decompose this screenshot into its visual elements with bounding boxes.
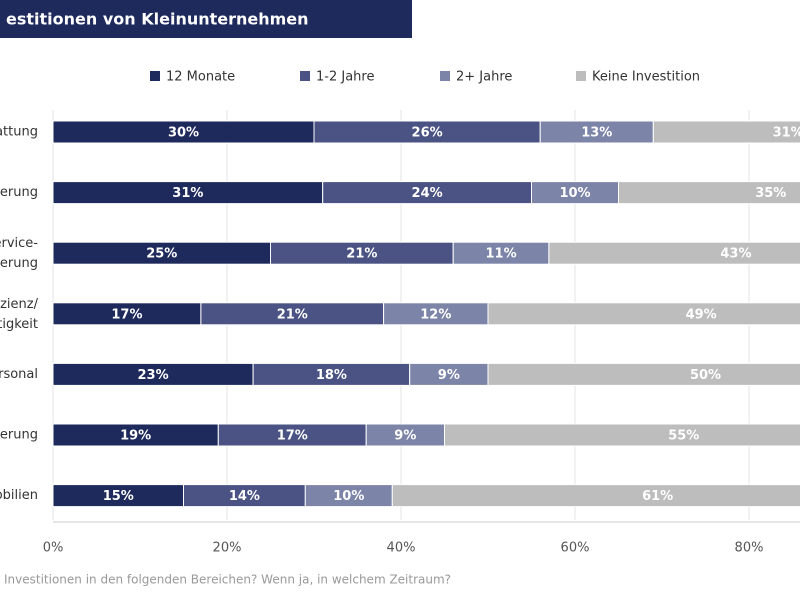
value-label: 55% [668, 429, 699, 444]
category-label: rsonal [0, 367, 38, 382]
value-label: 12% [420, 307, 451, 322]
legend-swatch [300, 71, 310, 81]
legend-label: 12 Monate [166, 70, 235, 85]
bar-segment [391, 484, 800, 508]
category-label: zienz/tigkeit [0, 296, 39, 331]
value-label: 25% [146, 247, 177, 262]
value-label: 26% [412, 126, 443, 141]
value-label: 10% [333, 489, 364, 504]
legend-swatch [440, 71, 450, 81]
legend-label: 1-2 Jahre [316, 70, 374, 85]
value-label: 31% [773, 126, 800, 141]
x-tick-label: 40% [387, 541, 416, 556]
value-label: 11% [485, 247, 516, 262]
value-label: 21% [277, 307, 308, 322]
value-label: 49% [686, 307, 717, 322]
bar-segment [618, 181, 800, 205]
category-label: erung [0, 428, 38, 443]
value-label: 61% [642, 489, 673, 504]
bar-segment [652, 120, 800, 144]
x-tick-label: 20% [213, 541, 242, 556]
bar-segment [487, 302, 800, 326]
value-label: 18% [316, 368, 347, 383]
legend-label: 2+ Jahre [456, 70, 512, 85]
value-label: 19% [120, 429, 151, 444]
title-bar [0, 0, 412, 38]
footnote: Investitionen in den folgenden Bereichen… [4, 573, 451, 587]
value-label: 35% [755, 186, 786, 201]
value-label: 9% [394, 429, 416, 444]
value-label: 23% [137, 368, 168, 383]
bar-segment [444, 423, 800, 447]
legend-swatch [576, 71, 586, 81]
value-label: 50% [690, 368, 721, 383]
value-label: 30% [168, 126, 199, 141]
category-label: erung [0, 185, 38, 200]
value-label: 14% [229, 489, 260, 504]
legend-swatch [150, 71, 160, 81]
value-label: 10% [559, 186, 590, 201]
category-label: ervice-erung [0, 236, 38, 271]
value-label: 43% [720, 247, 751, 262]
value-label: 24% [412, 186, 443, 201]
category-label: attung [0, 125, 38, 140]
value-label: 17% [111, 307, 142, 322]
value-label: 31% [172, 186, 203, 201]
value-label: 15% [103, 489, 134, 504]
x-tick-label: 80% [735, 541, 764, 556]
bar-segment [487, 362, 800, 386]
legend-label: Keine Investition [592, 70, 700, 85]
value-label: 13% [581, 126, 612, 141]
value-label: 21% [346, 247, 377, 262]
x-tick-label: 0% [43, 541, 64, 556]
bar-segment [548, 241, 800, 265]
category-label: obilien [0, 488, 38, 503]
x-tick-label: 60% [561, 541, 590, 556]
chart-title: estitionen von Kleinunternehmen [6, 10, 309, 29]
value-label: 9% [438, 368, 460, 383]
value-label: 17% [277, 429, 308, 444]
